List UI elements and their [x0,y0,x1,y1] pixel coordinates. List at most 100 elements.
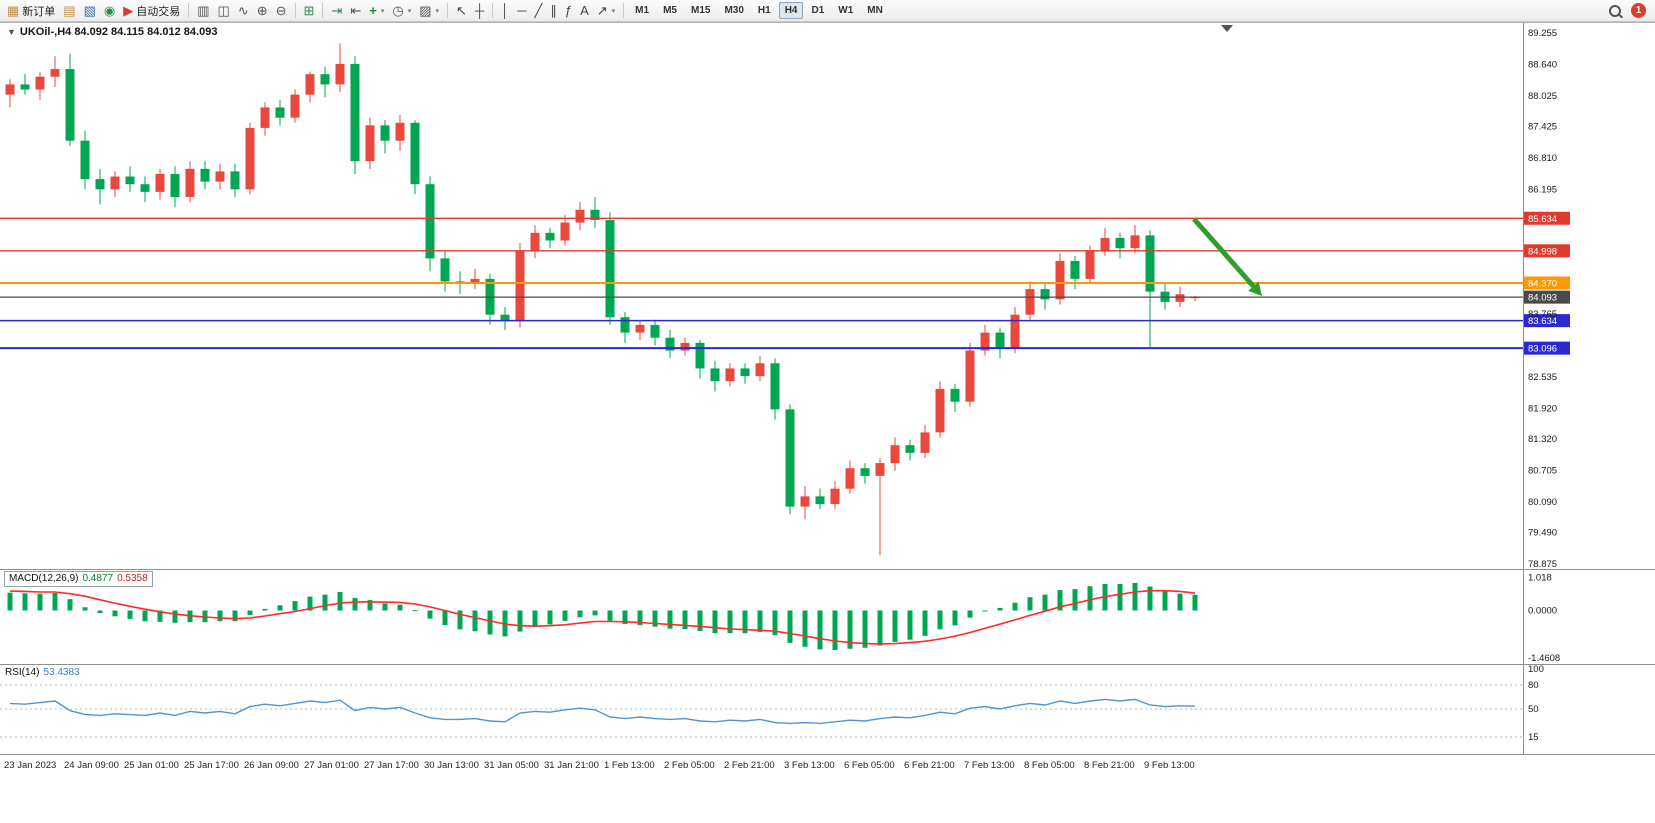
main-toolbar: ▦ 新订单 ▤ ▧ ◉ ▶ 自动交易 ▥ ◫ ∿ ⊕ ⊖ ⊞ ⇥ ⇤ + ▾ ◷ ▾ ▨ ▾ ↖ ┼ │ ─ ╱ ∥ ƒ A ↗ ▾ M1 M5… [0,0,1655,22]
macd-bar [892,610,898,642]
candle-body [155,173,165,192]
candle-body [830,488,840,505]
macd-axis-label: -1.4608 [1528,653,1560,664]
price-tick-label: 82.535 [1528,372,1557,383]
horizontal-line-button[interactable]: ─ [513,2,530,20]
timeframe-button-m15[interactable]: M15 [690,5,711,16]
macd-value-signal: 0.5358 [117,573,148,584]
candle-body [35,76,45,90]
macd-bar [742,610,748,634]
navigator-button[interactable]: ▧ [80,2,100,20]
crosshair-button[interactable]: ┼ [471,2,488,20]
timeframe-button-h1[interactable]: H1 [757,5,771,16]
timeframe-button-m1[interactable]: M1 [635,5,650,16]
macd-indicator-label[interactable]: MACD(12,26,9) 0.4877 0.5358 [4,571,153,587]
dropdown-caret-icon: ▾ [611,7,616,15]
timeframe-button-m5[interactable]: M5 [663,5,677,16]
price-tick-label: 88.640 [1528,59,1557,70]
candle-body [695,342,705,369]
indicators-button[interactable]: + ▾ [365,2,388,20]
candle-body [785,409,795,507]
new-order-button[interactable]: ▦ 新订单 [3,2,59,20]
timeframe-button-m30[interactable]: M30 [724,5,744,16]
search-button[interactable] [1605,2,1625,20]
periods-icon: ◷ [392,2,404,18]
macd-bar [112,610,118,617]
toolbar-separator [447,3,449,18]
macd-bar [667,610,673,629]
rsi-axis-label: 100 [1528,664,1544,675]
text-button[interactable]: A [576,2,593,20]
candle-body [5,84,15,95]
chart-shift-button[interactable]: ⇤ [346,2,365,20]
time-axis-label: 31 Jan 05:00 [484,760,539,771]
candle-body [530,232,540,251]
terminal-icon: ◉ [103,2,116,18]
price-chip-label: 83.096 [1528,344,1557,355]
candle-body [965,350,975,402]
candle-body [515,250,525,322]
tile-windows-icon: ⊞ [303,2,315,18]
time-axis-label: 23 Jan 2023 [4,760,56,771]
line-chart-mode-button[interactable]: ∿ [234,2,253,20]
candle-body [320,74,330,85]
price-tick-label: 78.875 [1528,559,1557,570]
timeframe-button-h4[interactable]: H4 [778,2,804,19]
periods-button[interactable]: ◷ ▾ [388,2,415,20]
zoom-out-button[interactable]: ⊖ [272,2,291,20]
trendline-button[interactable]: ╱ [531,2,547,20]
trendline-icon: ╱ [534,2,543,18]
macd-bar [1042,594,1048,611]
bar-chart-mode-button[interactable]: ▥ [193,2,213,20]
auto-trading-button[interactable]: ▶ 自动交易 [119,2,184,20]
channel-button[interactable]: ∥ [546,2,561,20]
time-axis-label: 31 Jan 21:00 [544,760,599,771]
candle-body [545,232,555,241]
candle-body [800,496,810,507]
candle-body [590,209,600,221]
vertical-line-icon: │ [501,2,510,18]
cursor-button[interactable]: ↖ [452,2,471,20]
indicators-icon: + [369,2,377,18]
price-chip-label: 84.370 [1528,278,1557,289]
price-tick-label: 88.025 [1528,91,1557,102]
candlestick-mode-button[interactable]: ◫ [214,2,234,20]
terminal-button[interactable]: ◉ [100,2,119,20]
macd-bar [442,610,448,626]
time-axis-label: 8 Feb 21:00 [1084,760,1135,771]
arrows-button[interactable]: ↗ ▾ [593,2,619,20]
macd-bar [1087,586,1093,611]
macd-bar [877,610,883,646]
timeframe-button-d1[interactable]: D1 [811,5,825,16]
price-tick-label: 89.255 [1528,28,1557,39]
timeframe-button-w1[interactable]: W1 [838,5,854,16]
templates-button[interactable]: ▨ ▾ [415,2,443,20]
vertical-line-button[interactable]: │ [497,2,513,20]
trend-arrow[interactable] [1192,217,1256,288]
macd-bar [682,610,688,629]
macd-bar [1027,597,1033,611]
macd-bar [907,610,913,640]
market-watch-button[interactable]: ▤ [59,2,79,20]
tile-windows-button[interactable]: ⊞ [300,2,319,20]
macd-bar [517,610,523,632]
auto-scroll-button[interactable]: ⇥ [327,2,346,20]
candle-body [305,74,315,95]
macd-bar [322,594,328,611]
time-axis-label: 8 Feb 05:00 [1024,760,1075,771]
zoom-in-button[interactable]: ⊕ [253,2,272,20]
notifications-badge[interactable]: 1 [1631,3,1646,18]
macd-bar [37,593,43,611]
macd-bar [547,610,553,625]
fibonacci-button[interactable]: ƒ [561,2,576,20]
candle-body [380,125,390,141]
timeframe-button-mn[interactable]: MN [867,5,883,16]
crosshair-icon: ┼ [474,2,485,18]
trend-arrow-head [1248,281,1262,296]
rsi-indicator-label: RSI(14) 53.4383 [5,667,80,678]
candle-body [125,176,135,185]
candle-body [605,220,615,318]
macd-bar [847,610,853,649]
macd-bar [652,610,658,627]
